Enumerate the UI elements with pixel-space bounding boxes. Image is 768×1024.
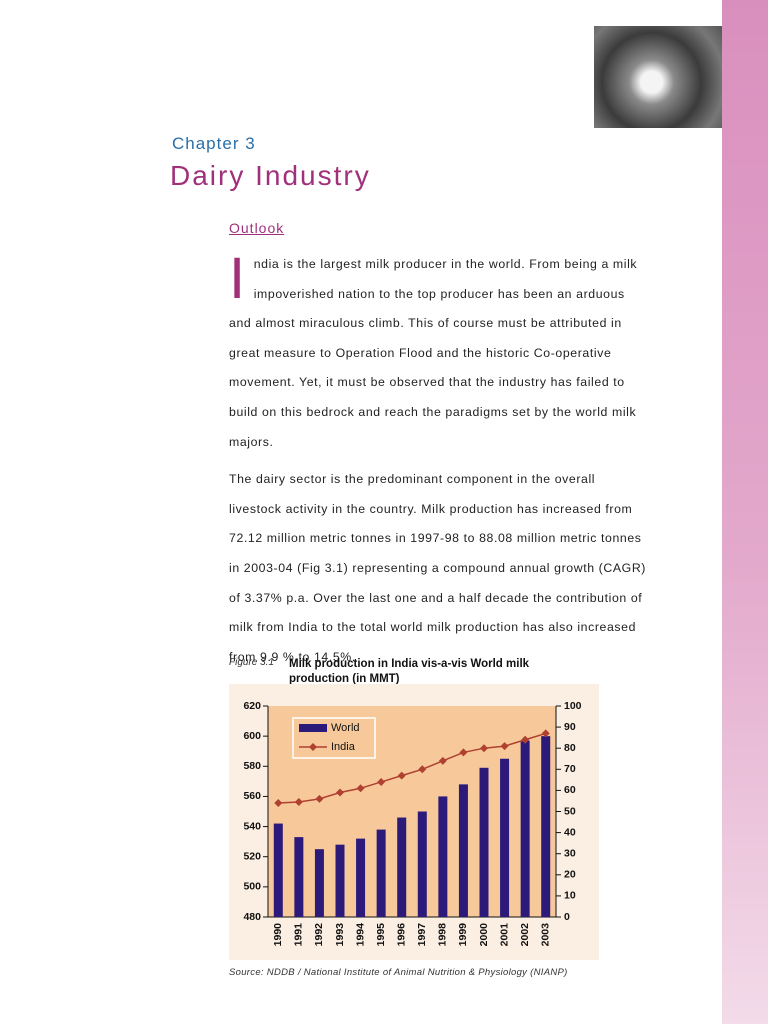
bar <box>273 823 283 917</box>
marker <box>438 756 447 765</box>
bar <box>417 811 427 917</box>
x-tick-label: 1994 <box>354 923 366 947</box>
figure-label: Figure 3.1 <box>229 657 275 668</box>
x-tick-label: 2001 <box>498 923 510 947</box>
x-tick-label: 1991 <box>293 923 305 947</box>
marker <box>274 799 283 808</box>
x-tick-label: 1996 <box>395 923 407 947</box>
x-tick-label: 1995 <box>375 923 387 947</box>
legend-label: India <box>331 741 356 753</box>
marker <box>336 788 344 797</box>
y-tick-label: 520 <box>243 850 261 862</box>
marker <box>541 729 550 738</box>
y-tick-label: 540 <box>243 820 261 832</box>
legend-label: World <box>331 722 360 734</box>
y2-tick-label: 30 <box>564 847 576 859</box>
bar <box>294 837 304 917</box>
marker <box>459 748 468 757</box>
side-band <box>722 0 768 1024</box>
y2-tick-label: 90 <box>564 721 576 733</box>
text: ndia is the largest milk producer in the… <box>229 257 638 449</box>
x-tick-label: 1998 <box>437 923 449 947</box>
y-tick-label: 580 <box>243 760 261 772</box>
x-tick-label: 1999 <box>457 923 469 947</box>
marker <box>294 798 303 807</box>
bar <box>520 740 530 917</box>
bar <box>314 849 324 917</box>
marker <box>418 765 427 774</box>
legend-marker <box>309 743 317 751</box>
title: Dairy Industry <box>170 160 371 191</box>
marker <box>397 771 406 780</box>
section-heading: Outlook <box>229 220 285 236</box>
x-tick-label: 1992 <box>313 923 325 947</box>
x-tick-label: 1997 <box>416 923 428 947</box>
photo <box>594 26 722 128</box>
y-tick-label: 620 <box>243 700 261 712</box>
chapter: Chapter 3 <box>172 134 256 153</box>
y2-tick-label: 100 <box>564 700 582 712</box>
y2-tick-label: 80 <box>564 742 576 754</box>
x-tick-label: 2002 <box>519 923 531 947</box>
marker <box>377 777 386 786</box>
bar <box>500 758 510 917</box>
x-tick-label: 2000 <box>478 923 490 947</box>
bar <box>458 784 468 917</box>
y2-tick-label: 20 <box>564 869 576 881</box>
bar <box>438 796 448 917</box>
x-tick-label: 1993 <box>334 923 346 947</box>
y-tick-label: 500 <box>243 881 261 893</box>
bar <box>541 736 551 917</box>
legend-swatch <box>299 724 327 732</box>
y2-tick-label: 10 <box>564 890 576 902</box>
marker <box>356 784 365 793</box>
marker <box>521 735 530 744</box>
bar <box>397 817 407 917</box>
source: Source: NDDB / National Institute of Ani… <box>229 967 568 978</box>
x-tick-label: 2003 <box>539 923 551 947</box>
paragraph: The dairy sector is the predominant comp… <box>229 472 646 664</box>
bar <box>376 829 386 917</box>
x-tick-label: 1990 <box>272 923 284 947</box>
y-tick-label: 480 <box>243 911 261 923</box>
y2-tick-label: 60 <box>564 784 576 796</box>
marker <box>480 744 488 753</box>
y2-tick-label: 50 <box>564 805 576 817</box>
y2-tick-label: 70 <box>564 763 576 775</box>
y-tick-label: 600 <box>243 730 261 742</box>
bar <box>335 844 345 917</box>
chart: 480 500 520 540 560 580 600 620 0 10 20 30 40 50 60 70 8… <box>229 684 599 960</box>
figure-title: Milk production in India vis-a-vis World… <box>289 658 530 685</box>
y2-tick-label: 0 <box>564 911 570 923</box>
bar <box>356 838 366 917</box>
y2-tick-label: 40 <box>564 826 576 838</box>
bar <box>479 767 489 917</box>
marker <box>500 742 509 751</box>
y-tick-label: 560 <box>243 790 261 802</box>
marker <box>315 794 324 803</box>
drop-cap: I <box>229 246 246 311</box>
